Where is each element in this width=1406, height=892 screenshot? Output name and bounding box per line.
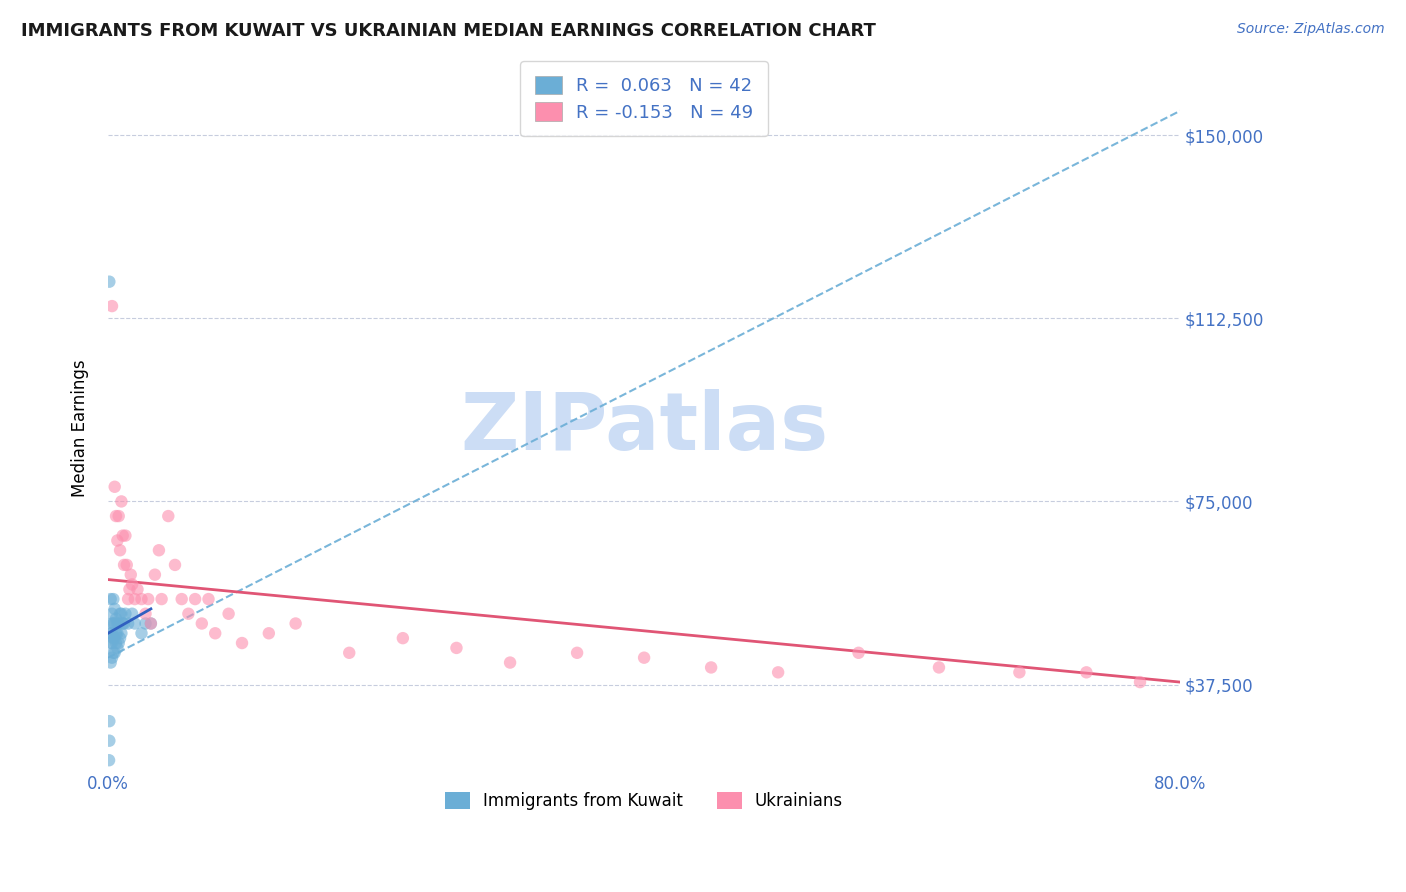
Point <box>177 607 200 621</box>
Point <box>766 665 789 680</box>
Point <box>114 607 136 621</box>
Text: IMMIGRANTS FROM KUWAIT VS UKRAINIAN MEDIAN EARNINGS CORRELATION CHART: IMMIGRANTS FROM KUWAIT VS UKRAINIAN MEDI… <box>21 22 876 40</box>
Point <box>104 480 127 494</box>
Point <box>101 299 124 313</box>
Point <box>98 275 121 289</box>
Point <box>565 646 588 660</box>
Point <box>105 636 128 650</box>
Point <box>120 567 142 582</box>
Point <box>101 650 124 665</box>
Point <box>111 528 134 542</box>
Point <box>218 607 240 621</box>
Point <box>108 631 131 645</box>
Point <box>284 616 307 631</box>
Point <box>105 616 128 631</box>
Point <box>111 616 134 631</box>
Text: Source: ZipAtlas.com: Source: ZipAtlas.com <box>1237 22 1385 37</box>
Point <box>108 607 131 621</box>
Point <box>112 616 135 631</box>
Point <box>127 582 149 597</box>
Point <box>105 626 128 640</box>
Point <box>110 626 132 640</box>
Point <box>110 607 132 621</box>
Point <box>104 616 127 631</box>
Point <box>115 558 138 572</box>
Point <box>118 582 141 597</box>
Point <box>204 626 226 640</box>
Point <box>117 616 139 631</box>
Point <box>928 660 950 674</box>
Point <box>124 592 146 607</box>
Point <box>392 631 415 645</box>
Point <box>1129 675 1152 690</box>
Point <box>104 602 127 616</box>
Point <box>104 646 127 660</box>
Point <box>105 640 128 655</box>
Point <box>170 592 193 607</box>
Point <box>100 656 122 670</box>
Point <box>191 616 214 631</box>
Point <box>139 616 162 631</box>
Point <box>197 592 219 607</box>
Point <box>107 509 129 524</box>
Point <box>98 733 121 747</box>
Point <box>131 592 153 607</box>
Point <box>124 616 146 631</box>
Point <box>101 616 124 631</box>
Point <box>100 636 122 650</box>
Point <box>100 626 122 640</box>
Point <box>101 636 124 650</box>
Text: ZIPatlas: ZIPatlas <box>460 389 828 467</box>
Point <box>184 592 207 607</box>
Point <box>134 607 156 621</box>
Point <box>337 646 360 660</box>
Point <box>163 558 186 572</box>
Point <box>101 607 124 621</box>
Point <box>105 533 128 548</box>
Point <box>257 626 280 640</box>
Point <box>499 656 522 670</box>
Point <box>139 616 162 631</box>
Point <box>633 650 655 665</box>
Point <box>110 494 132 508</box>
Point <box>105 509 128 524</box>
Point <box>107 636 129 650</box>
Point <box>104 631 127 645</box>
Point <box>100 592 122 607</box>
Point <box>121 577 143 591</box>
Point <box>103 646 125 660</box>
Legend: Immigrants from Kuwait, Ukrainians: Immigrants from Kuwait, Ukrainians <box>432 779 856 823</box>
Point <box>121 607 143 621</box>
Point <box>136 592 159 607</box>
Point <box>150 592 173 607</box>
Y-axis label: Median Earnings: Median Earnings <box>72 359 89 497</box>
Point <box>117 592 139 607</box>
Point <box>848 646 870 660</box>
Point <box>107 616 129 631</box>
Point <box>157 509 180 524</box>
Point <box>98 714 121 728</box>
Point <box>108 543 131 558</box>
Point <box>103 631 125 645</box>
Point <box>1008 665 1031 680</box>
Point <box>134 616 156 631</box>
Point <box>1076 665 1098 680</box>
Point <box>103 616 125 631</box>
Point <box>101 626 124 640</box>
Point <box>446 640 468 655</box>
Point <box>105 612 128 626</box>
Point <box>98 753 121 767</box>
Point <box>700 660 723 674</box>
Point <box>112 558 135 572</box>
Point <box>231 636 253 650</box>
Point <box>148 543 170 558</box>
Point <box>103 592 125 607</box>
Point <box>114 528 136 542</box>
Point <box>131 626 153 640</box>
Point <box>143 567 166 582</box>
Point <box>105 626 128 640</box>
